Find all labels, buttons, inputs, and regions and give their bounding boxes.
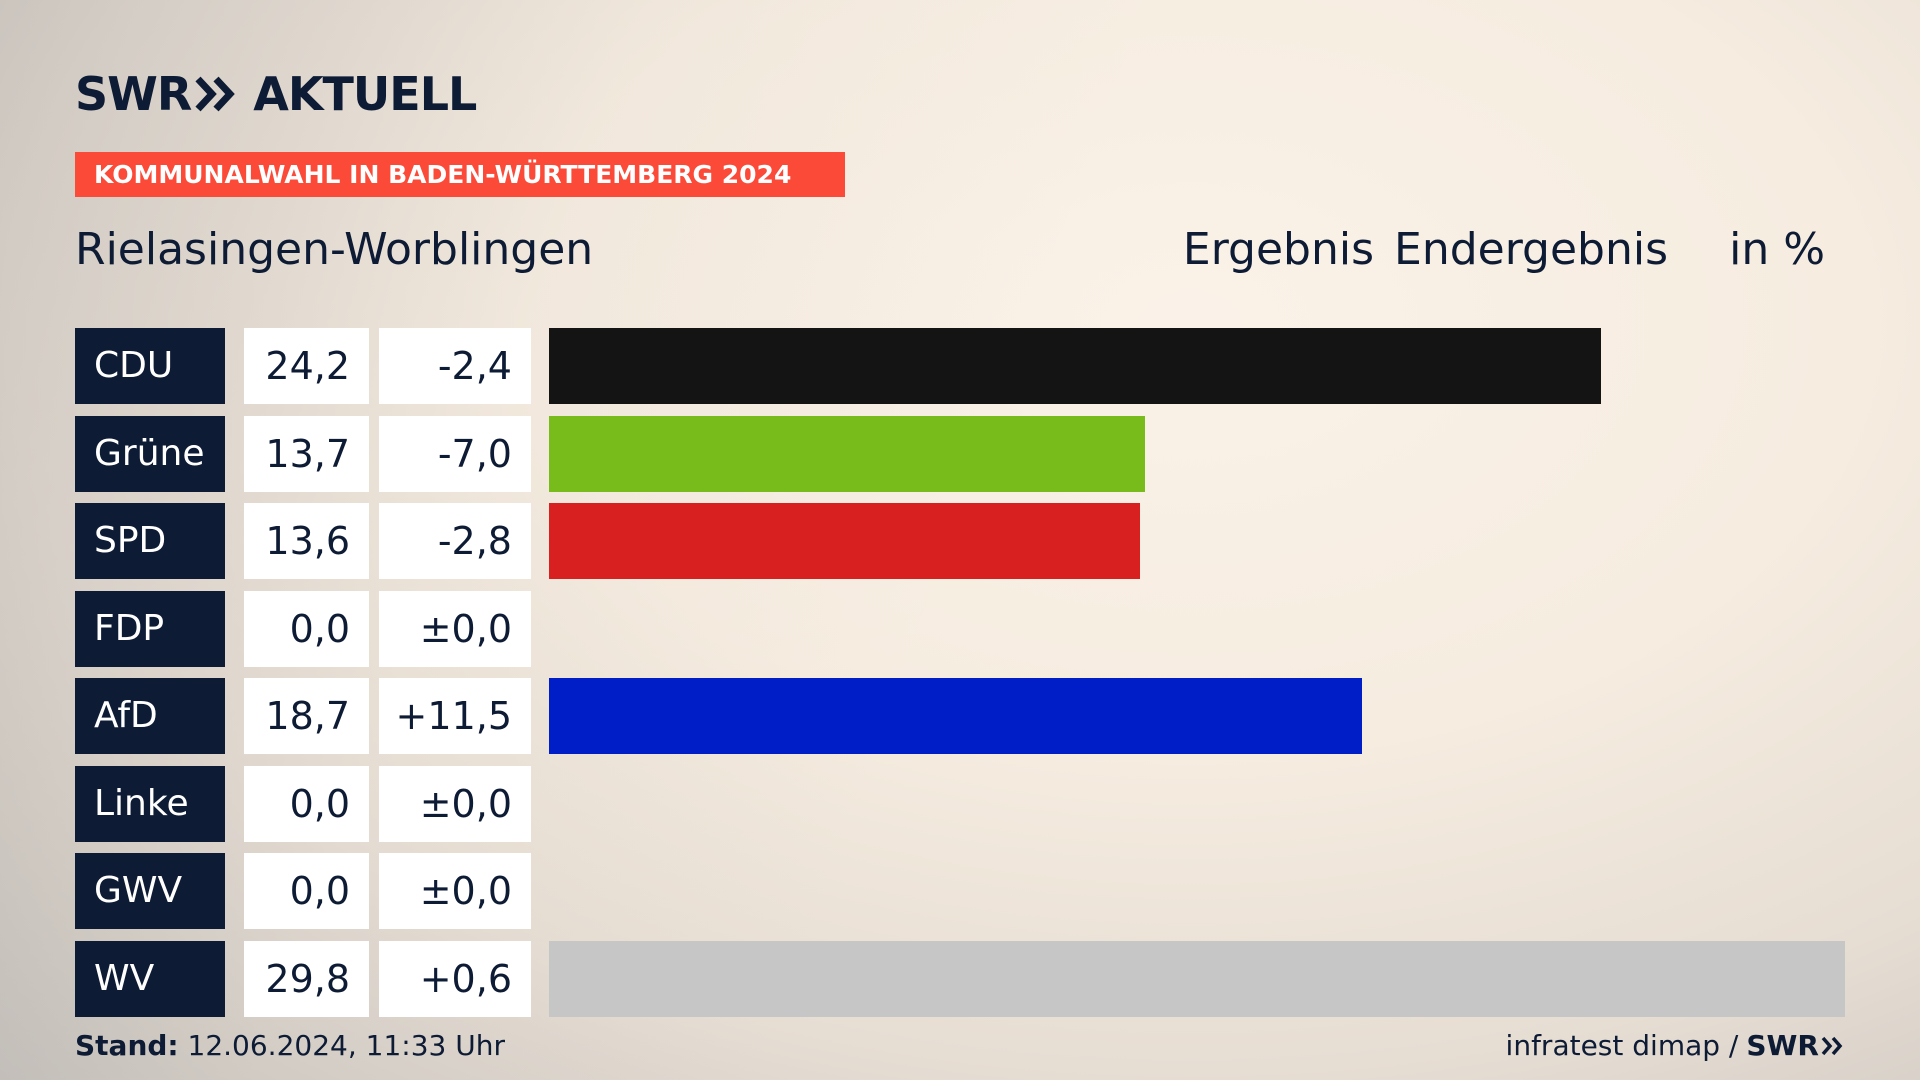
party-diff-label: -2,8 [379, 503, 531, 579]
party-value-label: 0,0 [244, 591, 369, 667]
party-row: FDP 0,0 ±0,0 [75, 591, 1845, 667]
party-row: GWV 0,0 ±0,0 [75, 853, 1845, 929]
party-row: Grüne 13,7 -7,0 [75, 416, 1845, 492]
swr-small-logo: SWR [1746, 1028, 1845, 1064]
header-result: Ergebnis [1182, 224, 1374, 275]
header-unit: in % [1729, 224, 1825, 275]
municipality-title: Rielasingen-Worblingen [75, 224, 594, 275]
header-status: Endergebnis [1394, 224, 1668, 275]
logo-swr-text: SWR [75, 67, 192, 121]
party-label: CDU [75, 328, 225, 404]
party-value-label: 13,7 [244, 416, 369, 492]
party-label: Grüne [75, 416, 225, 492]
party-bar [549, 941, 1845, 1017]
footer-source: infratest dimap / SWR [1506, 1028, 1845, 1064]
party-value-label: 18,7 [244, 678, 369, 754]
party-row: WV 29,8 +0,6 [75, 941, 1845, 1017]
election-banner: KOMMUNALWAHL IN BADEN-WÜRTTEMBERG 2024 [75, 152, 845, 197]
party-row: SPD 13,6 -2,8 [75, 503, 1845, 579]
party-bar [549, 328, 1601, 404]
party-value-label: 13,6 [244, 503, 369, 579]
party-value-label: 0,0 [244, 853, 369, 929]
source-text: infratest dimap / [1505, 1029, 1739, 1062]
party-label: Linke [75, 766, 225, 842]
stand-value: 12.06.2024, 11:33 Uhr [178, 1029, 505, 1062]
party-bar [549, 503, 1140, 579]
party-row: CDU 24,2 -2,4 [75, 328, 1845, 404]
stand-label: Stand: [75, 1029, 179, 1062]
party-value-label: 29,8 [244, 941, 369, 1017]
party-diff-label: ±0,0 [379, 853, 531, 929]
party-diff-label: +0,6 [379, 941, 531, 1017]
swr-small-text: SWR [1746, 1029, 1819, 1062]
double-chevron-icon [195, 76, 236, 112]
party-label: FDP [75, 591, 225, 667]
party-label: WV [75, 941, 225, 1017]
party-label: AfD [75, 678, 225, 754]
party-diff-label: ±0,0 [379, 766, 531, 842]
party-label: GWV [75, 853, 225, 929]
footer-stand: Stand: 12.06.2024, 11:33 Uhr [75, 1028, 505, 1064]
party-diff-label: -2,4 [379, 328, 531, 404]
swr-aktuell-logo: SWR AKTUELL [75, 66, 477, 122]
party-diff-label: +11,5 [379, 678, 531, 754]
party-value-label: 0,0 [244, 766, 369, 842]
party-row: AfD 18,7 +11,5 [75, 678, 1845, 754]
party-row: Linke 0,0 ±0,0 [75, 766, 1845, 842]
party-diff-label: -7,0 [379, 416, 531, 492]
double-chevron-small-icon [1821, 1036, 1843, 1056]
party-label: SPD [75, 503, 225, 579]
logo-aktuell-text: AKTUELL [253, 67, 477, 121]
party-value-label: 24,2 [244, 328, 369, 404]
party-diff-label: ±0,0 [379, 591, 531, 667]
party-bar [549, 678, 1362, 754]
party-bar [549, 416, 1145, 492]
